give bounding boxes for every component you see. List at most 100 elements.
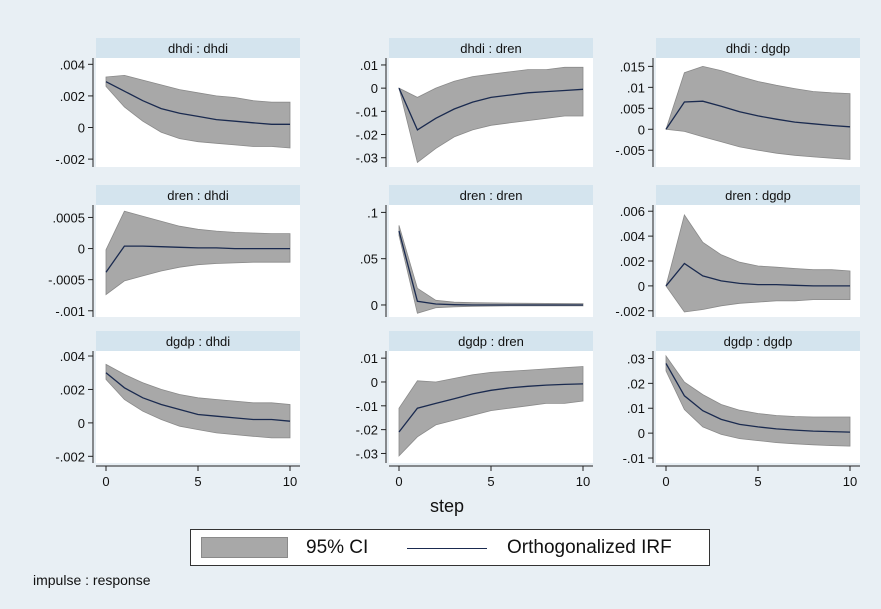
ci-band <box>105 74 291 149</box>
panel-title: dren : dhdi <box>167 188 229 203</box>
y-tick-label: .0005 <box>52 210 85 225</box>
ci-band <box>398 66 584 164</box>
panel-title: dgdp : dren <box>458 334 524 349</box>
panel-header <box>389 185 593 205</box>
panel: dren : dgdp -.002 0 .002 .004 .006 <box>615 185 860 319</box>
legend-ci-swatch <box>201 537 288 558</box>
y-tick-label: .002 <box>620 254 645 269</box>
panel: dren : dren 0 .05 .1 <box>360 185 593 317</box>
panel-header <box>96 38 300 58</box>
y-tick-label: -.01 <box>356 104 378 119</box>
y-tick-label: 0 <box>371 298 378 313</box>
x-tick-label: 10 <box>843 474 857 489</box>
y-tick-label: -.03 <box>356 446 378 461</box>
y-tick-label: .01 <box>627 80 645 95</box>
y-tick-label: .004 <box>60 349 85 364</box>
y-tick-label: .004 <box>60 57 85 72</box>
y-tick-label: .01 <box>360 351 378 366</box>
panel-title: dhdi : dhdi <box>168 41 228 56</box>
ci-band <box>398 366 584 457</box>
panel-grid: dhdi : dhdi -.002 0 .002 .004 dhdi : dren -.03… <box>48 38 860 489</box>
x-tick-label: 0 <box>662 474 669 489</box>
y-tick-label: .002 <box>60 89 85 104</box>
y-tick-label: 0 <box>371 81 378 96</box>
x-tick-label: 0 <box>395 474 402 489</box>
y-tick-label: .01 <box>360 58 378 73</box>
panel-title: dgdp : dgdp <box>724 334 793 349</box>
irf-line <box>665 262 850 287</box>
x-axis-label: step <box>430 496 464 516</box>
irf-line <box>398 383 584 433</box>
y-tick-label: .03 <box>627 351 645 366</box>
irf-line <box>665 100 851 130</box>
y-tick-label: .005 <box>620 101 645 116</box>
y-tick-label: 0 <box>638 122 645 137</box>
y-tick-label: 0 <box>638 426 645 441</box>
panel: dgdp : dgdp -.01 0 .01 .02 .03 0 5 10 <box>623 331 860 489</box>
y-tick-label: .05 <box>360 252 378 267</box>
panel-header <box>96 185 300 205</box>
legend-irf-line <box>407 548 487 549</box>
ci-band <box>105 210 291 296</box>
y-tick-label: -.02 <box>356 423 378 438</box>
panel-header <box>96 331 300 351</box>
y-tick-label: -.001 <box>55 304 85 319</box>
y-tick-label: 0 <box>371 375 378 390</box>
y-tick-label: .1 <box>367 205 378 220</box>
panel: dhdi : dgdp -.005 0 .005 .01 .015 <box>615 38 860 167</box>
y-tick-label: -.002 <box>55 152 85 167</box>
figure-note: impulse : response <box>33 572 151 588</box>
panel-header <box>389 38 593 58</box>
irf-line <box>398 87 584 131</box>
y-tick-label: -.005 <box>615 143 645 158</box>
y-tick-label: -.0005 <box>48 273 85 288</box>
panel-title: dhdi : dren <box>460 41 521 56</box>
panel-title: dren : dren <box>460 188 523 203</box>
panel-header <box>656 331 860 351</box>
y-tick-label: .004 <box>620 229 645 244</box>
panel-header <box>389 331 593 351</box>
panel-title: dren : dgdp <box>725 188 791 203</box>
y-tick-label: .015 <box>620 59 645 74</box>
x-tick-label: 10 <box>576 474 590 489</box>
x-tick-label: 10 <box>283 474 297 489</box>
x-tick-label: 5 <box>487 474 494 489</box>
x-tick-label: 5 <box>194 474 201 489</box>
panel: dhdi : dren -.03 -.02 -.01 0 .01 <box>356 38 593 167</box>
legend: 95% CI Orthogonalized IRF <box>190 529 710 566</box>
y-tick-label: .006 <box>620 204 645 219</box>
panel: dhdi : dhdi -.002 0 .002 .004 <box>55 38 300 167</box>
y-tick-label: -.01 <box>623 451 645 466</box>
irf-line <box>105 81 290 125</box>
y-tick-label: 0 <box>78 416 85 431</box>
y-tick-label: -.01 <box>356 399 378 414</box>
y-tick-label: 0 <box>78 121 85 136</box>
irf-line <box>105 245 290 273</box>
ci-band <box>665 354 851 447</box>
irf-line <box>105 372 291 422</box>
panel: dgdp : dren -.03 -.02 -.01 0 .01 0 5 10 <box>356 331 593 489</box>
y-tick-label: 0 <box>78 242 85 257</box>
y-tick-label: .01 <box>627 401 645 416</box>
y-tick-label: -.002 <box>615 304 645 319</box>
ci-band <box>105 363 291 439</box>
irf-line <box>665 363 851 433</box>
panel-title: dhdi : dgdp <box>726 41 790 56</box>
panel-header <box>656 185 860 205</box>
y-tick-label: .02 <box>627 376 645 391</box>
x-tick-label: 0 <box>102 474 109 489</box>
x-tick-label: 5 <box>754 474 761 489</box>
panel-header <box>656 38 860 58</box>
y-tick-label: -.03 <box>356 151 378 166</box>
panel: dgdp : dhdi -.002 0 .002 .004 0 5 10 <box>55 331 300 489</box>
y-tick-label: -.02 <box>356 128 378 143</box>
y-tick-label: 0 <box>638 279 645 294</box>
panel-title: dgdp : dhdi <box>166 334 230 349</box>
y-tick-label: .002 <box>60 382 85 397</box>
legend-irf-label: Orthogonalized IRF <box>507 537 672 558</box>
legend-ci-label: 95% CI <box>306 537 369 558</box>
panel: dren : dhdi -.001 -.0005 0 .0005 <box>48 185 300 319</box>
y-tick-label: -.002 <box>55 449 85 464</box>
irf-line <box>398 230 583 306</box>
